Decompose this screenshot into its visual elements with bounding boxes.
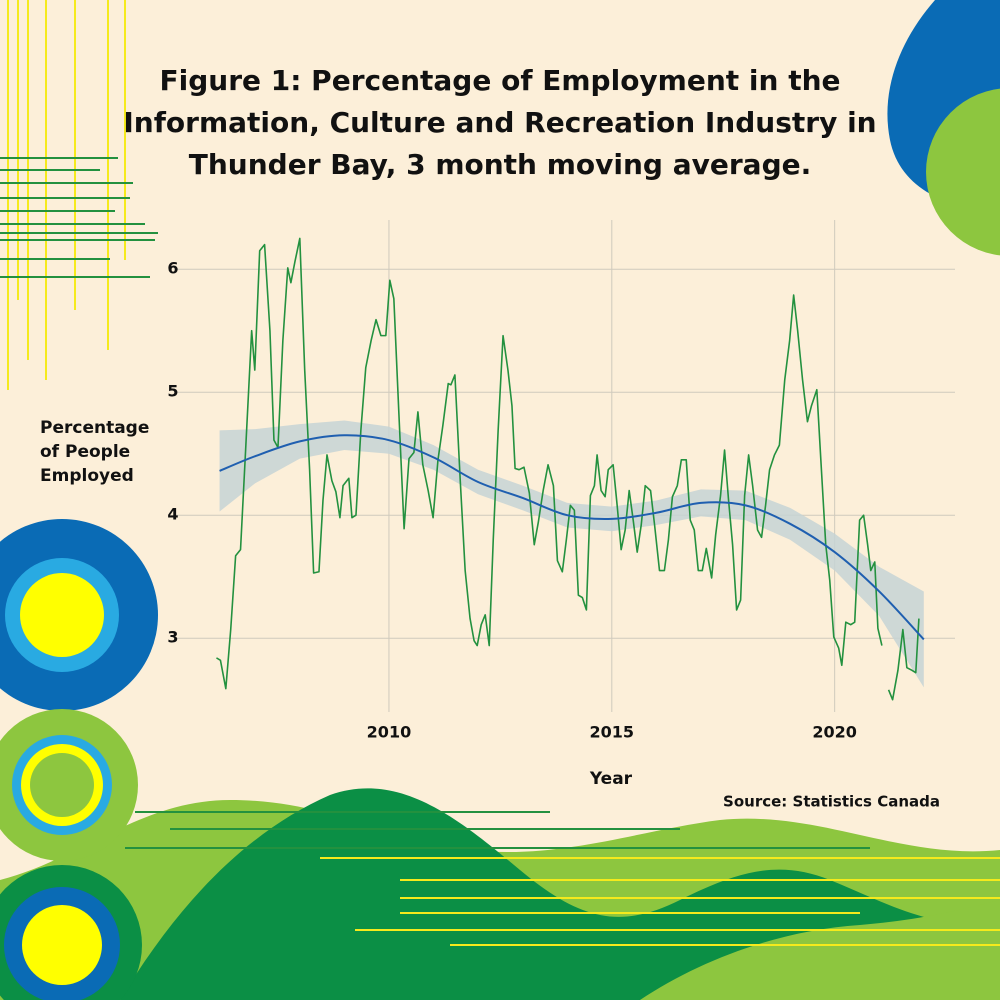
x-tick-label: 2020 xyxy=(812,723,857,742)
confidence-band xyxy=(219,420,924,688)
plot xyxy=(175,220,955,712)
decor-circle xyxy=(22,905,102,985)
trend-line xyxy=(219,434,925,641)
y-tick-label: 3 xyxy=(167,628,178,647)
x-tick-label: 2010 xyxy=(367,723,412,742)
decor-circle xyxy=(20,573,104,657)
y-tick-label: 6 xyxy=(167,259,178,278)
decor-bottom-lines xyxy=(125,811,1000,946)
y-axis-label: Percentage xyxy=(40,418,149,438)
decor-green-lines xyxy=(0,157,158,278)
data-line xyxy=(216,237,920,701)
y-tick-label: 5 xyxy=(167,382,178,401)
y-tick-label: 4 xyxy=(167,505,178,524)
decor-circle xyxy=(926,88,1000,256)
y-axis-label: Employed xyxy=(40,466,134,486)
decor-circle xyxy=(30,753,94,817)
x-tick-label: 2015 xyxy=(590,723,635,742)
y-axis-label: of People xyxy=(40,442,130,462)
chart-title: Figure 1: Percentage of Employment in th… xyxy=(160,64,841,97)
chart-title: Thunder Bay, 3 month moving average. xyxy=(189,148,811,181)
source: Source: Statistics Canada xyxy=(723,793,940,811)
decor-yellow-lines xyxy=(7,0,126,390)
decor-hill xyxy=(640,900,1000,1000)
x-axis-label: Year xyxy=(589,769,633,789)
chart-title: Information, Culture and Recreation Indu… xyxy=(123,106,876,139)
